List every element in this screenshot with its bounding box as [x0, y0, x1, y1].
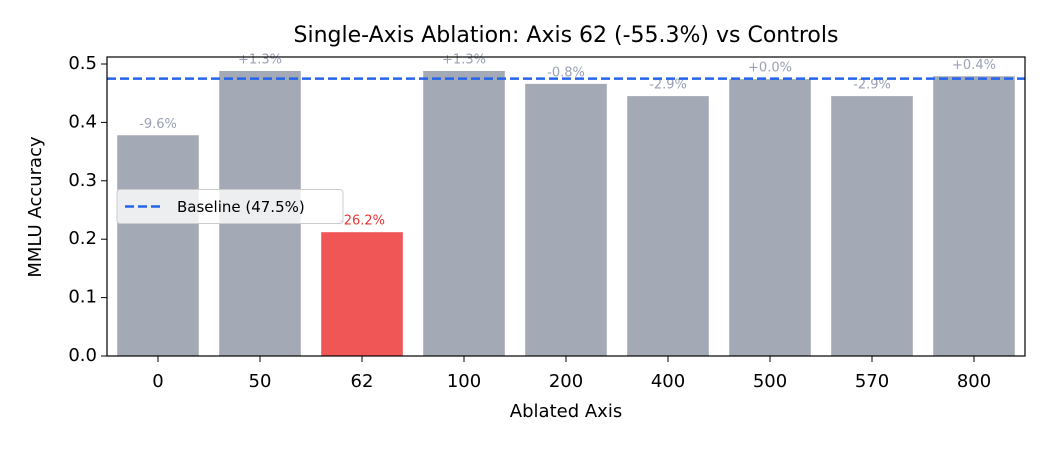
x-tick-label: 400 [651, 371, 685, 392]
y-tick-label: 0.5 [68, 53, 97, 74]
x-tick-label: 0 [152, 371, 163, 392]
plot-frame [106, 56, 1026, 357]
bar-annotation: +0.0% [748, 61, 792, 76]
bar [933, 76, 1015, 356]
y-axis-label: MMLU Accuracy [25, 136, 46, 278]
x-tick-label: 50 [249, 371, 272, 392]
y-tick-label: 0.1 [68, 287, 97, 308]
legend-label: Baseline (47.5%) [177, 198, 305, 216]
x-axis-label: Ablated Axis [510, 401, 622, 422]
bar [423, 71, 505, 356]
x-tick-label: 570 [855, 371, 889, 392]
x-tick-label: 800 [957, 371, 991, 392]
bar [321, 232, 403, 356]
x-tick-label: 100 [447, 371, 481, 392]
bar-annotation: +1.3% [442, 53, 486, 68]
bar [831, 96, 913, 356]
y-tick-label: 0.3 [68, 170, 97, 191]
x-tick-label: 500 [753, 371, 787, 392]
bar-annotation: -0.8% [547, 65, 585, 80]
bar [729, 79, 811, 356]
bar [627, 96, 709, 356]
bar-annotation: +1.3% [238, 53, 282, 68]
bar-annotation: -2.9% [649, 78, 687, 93]
y-tick-label: 0.0 [68, 345, 97, 366]
bar-annotation: -9.6% [139, 117, 177, 132]
x-tick-label: 200 [549, 371, 583, 392]
bar-annotation: -26.2% [339, 214, 385, 229]
chart-title: Single-Axis Ablation: Axis 62 (-55.3%) v… [294, 23, 839, 48]
legend-box [116, 189, 344, 224]
bar-annotation: +0.4% [952, 58, 996, 73]
bar [525, 83, 607, 356]
y-tick-label: 0.2 [68, 228, 97, 249]
bar [117, 135, 199, 356]
bar-annotation: -2.9% [853, 78, 891, 93]
y-tick-label: 0.4 [68, 111, 97, 132]
x-tick-label: 62 [351, 371, 374, 392]
